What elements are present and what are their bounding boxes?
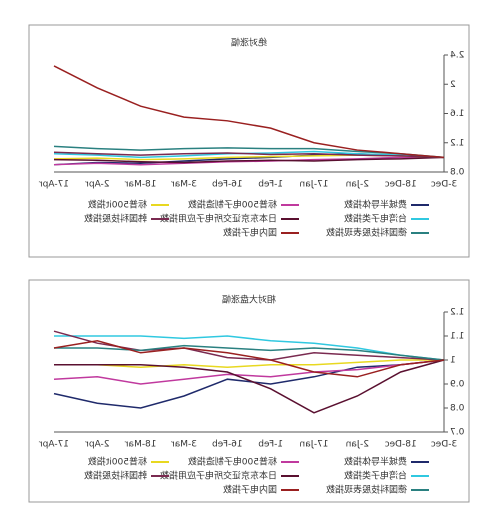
legend-label: 台湾电子类指数	[344, 470, 407, 482]
x-tick-label: 18-Dec	[385, 440, 417, 450]
chart: 相对大盘涨幅 0.7 0.8 0.9 1 1.1 1.2 3-Dec 18-Dec 2-Jan 17…	[28, 279, 470, 503]
y-tick-label: 1.6	[450, 109, 465, 119]
series-line	[53, 65, 445, 159]
legend-label: 台湾电子类指数	[344, 213, 407, 225]
series-line	[54, 359, 444, 368]
legend-label: 费城半导体指数	[344, 456, 407, 468]
chart-frame	[28, 279, 470, 503]
y-tick-label: 0.9	[450, 380, 465, 390]
legend-label: 标普500电子制造指数	[188, 456, 277, 468]
series-line	[54, 335, 445, 361]
x-tick-label: 2-Apr	[85, 180, 110, 190]
series-line	[53, 359, 445, 409]
x-tick-label: 2-Jan	[346, 440, 369, 450]
legend-label: 标普500it指数	[88, 456, 147, 468]
y-tick-label: 0.7	[450, 428, 464, 438]
x-tick-label: 17-Jan	[299, 180, 328, 190]
x-tick-label: 18-Mar	[125, 440, 157, 450]
x-tick-label: 2-Apr	[85, 440, 110, 450]
legend-label: 日本东京证交所电子应用指数	[160, 213, 277, 225]
series-line	[54, 344, 445, 361]
x-tick-label: 16-Feb	[212, 440, 243, 450]
series-line	[53, 340, 445, 378]
series-line	[54, 359, 445, 414]
x-tick-label: 16-Feb	[212, 180, 243, 190]
y-tick-label: 1.2	[450, 138, 464, 148]
legend-label: 日本东京证交所电子应用指数	[160, 470, 277, 482]
legend-label: 韩国科技股指数	[84, 470, 147, 482]
x-tick-label: 3-Dec	[431, 180, 457, 190]
y-tick-label: 1	[450, 356, 456, 366]
legend-label: 国内电子指数	[223, 227, 277, 239]
x-tick-label: 18-Mar	[125, 180, 157, 190]
legend-label: 德国科技股表现指数	[326, 227, 407, 239]
y-tick-label: 2	[450, 80, 456, 90]
legend-label: 费城半导体指数	[344, 199, 407, 211]
x-tick-label: 18-Dec	[385, 180, 417, 190]
legend-label: 标普500it指数	[88, 199, 147, 211]
legend-label: 国内电子指数	[223, 484, 277, 496]
x-tick-label: 2-Jan	[346, 180, 369, 190]
mirrored-page: 绝对涨幅 0.8 1.2 1.6 2 2.4 3-Dec 18-Dec 2-Jan 17-Jan 1…	[28, 24, 470, 503]
y-tick-label: 0.8	[450, 168, 465, 178]
series-line	[53, 151, 445, 159]
x-tick-label: 3-Mar	[171, 440, 197, 450]
y-tick-label: 2.4	[450, 51, 465, 61]
legend-label: 标普500电子制造指数	[188, 199, 277, 211]
x-tick-label: 3-Mar	[171, 180, 197, 190]
x-tick-label: 17-Jan	[299, 440, 328, 450]
y-tick-label: 1.2	[450, 308, 464, 318]
y-tick-label: 0.8	[450, 404, 465, 414]
x-tick-label: 1-Feb	[258, 180, 283, 190]
chart-title: 相对大盘涨幅	[222, 294, 276, 306]
chart-title: 绝对涨幅	[231, 37, 267, 49]
series-line	[53, 359, 445, 385]
x-tick-label: 17-Apr	[39, 180, 69, 190]
x-tick-label: 3-Dec	[431, 440, 457, 450]
x-tick-label: 17-Apr	[39, 440, 69, 450]
y-tick-label: 1.1	[450, 332, 464, 342]
chart: 绝对涨幅 0.8 1.2 1.6 2 2.4 3-Dec 18-Dec 2-Jan 17-Jan 1…	[28, 24, 470, 258]
x-tick-label: 1-Feb	[258, 440, 283, 450]
chart-frame	[28, 24, 470, 258]
series-line	[53, 156, 445, 164]
legend-label: 韩国科技股指数	[84, 213, 147, 225]
legend-label: 德国科技股表现指数	[326, 484, 407, 496]
